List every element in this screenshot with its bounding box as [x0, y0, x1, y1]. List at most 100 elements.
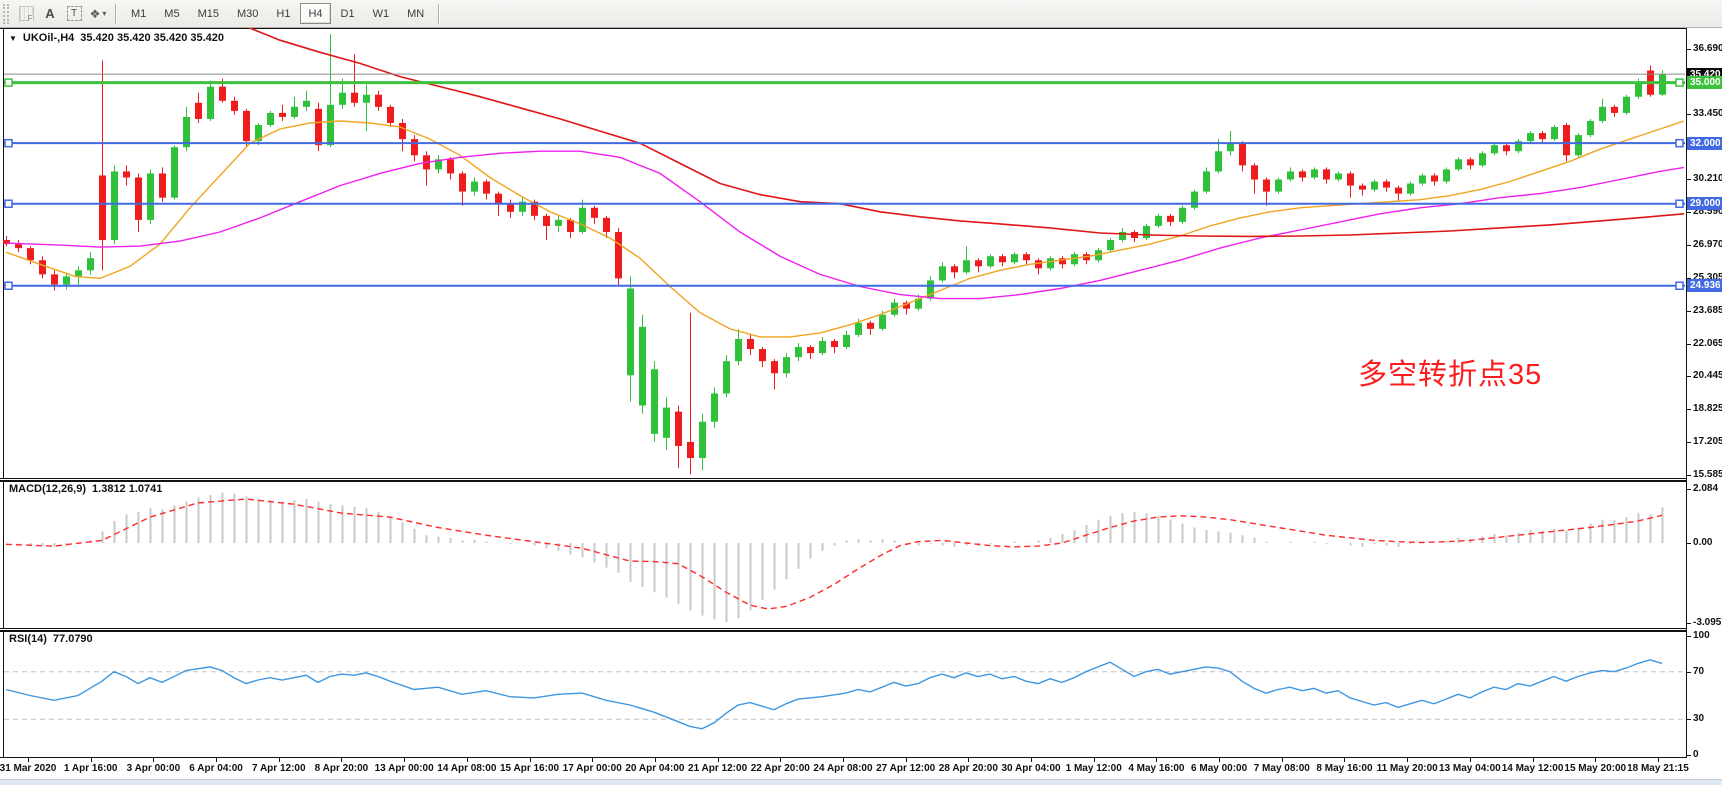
price-tick-33.450: 33.450 — [1693, 107, 1722, 119]
time-tick — [341, 758, 343, 762]
toolbar-grip[interactable] — [3, 3, 9, 24]
time-tick — [968, 758, 970, 762]
time-tick — [278, 758, 280, 762]
tf-button-m30[interactable]: M30 — [229, 3, 266, 24]
time-label: 7 Apr 12:00 — [251, 763, 306, 774]
price-tick-28.590-tick — [1687, 211, 1691, 213]
time-label: 1 May 12:00 — [1065, 763, 1122, 774]
rsi-label: RSI(14) 77.0790 — [9, 633, 93, 645]
tf-button-m15[interactable]: M15 — [190, 3, 227, 24]
time-tick — [404, 758, 406, 762]
time-tick — [216, 758, 218, 762]
time-tick — [1156, 758, 1158, 762]
tf-button-d1[interactable]: D1 — [333, 3, 363, 24]
rsi-tick-100: 100 — [1693, 630, 1710, 641]
macd-tick-2.084: 2.084 — [1693, 483, 1719, 495]
time-tick — [529, 758, 531, 762]
time-label: 17 Apr 00:00 — [562, 763, 622, 774]
time-label: 11 May 20:00 — [1376, 763, 1438, 774]
font-tool-button[interactable]: A — [38, 3, 62, 25]
price-tick-23.685-tick — [1687, 311, 1691, 312]
price-axis[interactable]: 36.69033.45031.83030.21028.59026.97025.3… — [1686, 28, 1722, 760]
time-tick — [1595, 758, 1597, 762]
macd-tick-0.00: 0.00 — [1693, 537, 1713, 548]
candles-layer — [3, 34, 1666, 475]
price-badge-24.936: 24.936 — [1687, 279, 1722, 293]
price-tick-23.685: 23.685 — [1693, 305, 1722, 316]
tf-button-m5[interactable]: M5 — [156, 3, 187, 24]
time-label: 6 Apr 04:00 — [189, 763, 243, 774]
chart-shift-tool-button[interactable]: F — [14, 3, 38, 25]
price-tick-15.585: 15.585 — [1693, 468, 1722, 480]
arrow-objects-button[interactable]: ❖ ▾ — [86, 3, 110, 25]
symbol-period-label: UKOil-,H4 — [22, 32, 75, 44]
time-label: 20 Apr 04:00 — [625, 763, 685, 774]
price-tick-25.305: 25.305 — [1693, 272, 1722, 284]
dotted-grid-icon: F — [18, 6, 34, 23]
time-label: 24 Apr 08:00 — [813, 763, 873, 774]
tf-button-m1[interactable]: M1 — [123, 3, 154, 24]
price-badge-29.000: 29.000 — [1687, 197, 1722, 211]
time-tick — [905, 758, 907, 762]
price-tick-15.585-tick — [1687, 474, 1691, 476]
tf-button-h1[interactable]: H1 — [268, 3, 298, 24]
price-tick-28.590: 28.590 — [1693, 205, 1722, 217]
price-tick-33.450-tick — [1687, 113, 1691, 115]
price-tick-30.210-tick — [1687, 179, 1691, 181]
time-label: 14 May 12:00 — [1501, 763, 1564, 774]
tf-button-h4[interactable]: H4 — [300, 3, 331, 24]
pane-splitter[interactable] — [0, 628, 1686, 631]
time-label: 13 Apr 00:00 — [374, 763, 434, 774]
time-label: 27 Apr 12:00 — [876, 763, 936, 774]
time-tick — [842, 758, 844, 762]
time-label: 21 Apr 12:00 — [688, 763, 748, 774]
font-a-icon: A — [45, 6, 55, 21]
macd-tick--3.0957-tick — [1687, 623, 1691, 625]
price-tick-25.305-tick — [1687, 278, 1691, 280]
time-label: 15 May 20:00 — [1564, 763, 1627, 774]
pane-splitter[interactable] — [0, 478, 1686, 481]
price-tick-20.445: 20.445 — [1693, 370, 1722, 382]
tf-button-mn[interactable]: MN — [399, 3, 432, 24]
rsi-indicator-pane[interactable] — [0, 631, 1686, 758]
time-axis[interactable]: 31 Mar 2020 1 Apr 16:00 3 Apr 00:00 6 Apr 0… — [0, 758, 1722, 779]
time-tick — [592, 758, 594, 762]
time-tick — [28, 758, 29, 762]
price-tick-36.690-tick — [1687, 48, 1691, 50]
time-label: 6 May 00:00 — [1191, 763, 1248, 774]
time-label: 31 Mar 2020 — [0, 763, 57, 774]
price-tick-17.205-tick — [1687, 441, 1691, 443]
time-label: 30 Apr 04:00 — [1001, 763, 1061, 774]
time-tick — [717, 758, 719, 762]
price-tick-26.970: 26.970 — [1693, 238, 1722, 250]
rsi-tick-70: 70 — [1693, 665, 1705, 677]
time-tick — [1532, 758, 1534, 762]
price-tick-22.065-tick — [1687, 343, 1691, 345]
time-tick — [1657, 758, 1659, 762]
text-label-tool-button[interactable]: T — [62, 3, 86, 25]
rsi-tick-0-tick — [1687, 755, 1691, 756]
macd-tick-0.00-tick — [1687, 543, 1691, 544]
rsi-tick-0: 0 — [1693, 749, 1699, 760]
tf-button-w1[interactable]: W1 — [365, 3, 398, 24]
chart-annotation-text[interactable]: 多空转折点35 — [1358, 359, 1543, 391]
time-tick — [1344, 758, 1346, 762]
rsi-tick-30-tick — [1687, 719, 1691, 721]
toolbar-separator — [115, 3, 117, 24]
time-label: 22 Apr 20:00 — [750, 763, 810, 774]
main-price-chart[interactable] — [0, 28, 1686, 478]
price-tick-36.690: 36.690 — [1693, 42, 1722, 54]
price-badge-32.000: 32.000 — [1687, 136, 1722, 150]
time-tick — [780, 758, 782, 762]
price-tick-30.210: 30.210 — [1693, 173, 1722, 185]
price-tick-26.970-tick — [1687, 244, 1691, 246]
macd-label: MACD(12,26,9) 1.3812 1.0741 — [9, 483, 163, 495]
time-label: 14 Apr 08:00 — [437, 763, 497, 774]
price-tick-18.825: 18.825 — [1693, 403, 1722, 415]
time-tick — [654, 758, 656, 762]
time-tick — [1407, 758, 1409, 762]
macd-indicator-pane[interactable] — [0, 481, 1686, 628]
collapse-triangle-icon[interactable]: ▼ — [9, 33, 17, 43]
time-tick — [153, 758, 155, 762]
time-label: 3 Apr 00:00 — [126, 763, 181, 774]
